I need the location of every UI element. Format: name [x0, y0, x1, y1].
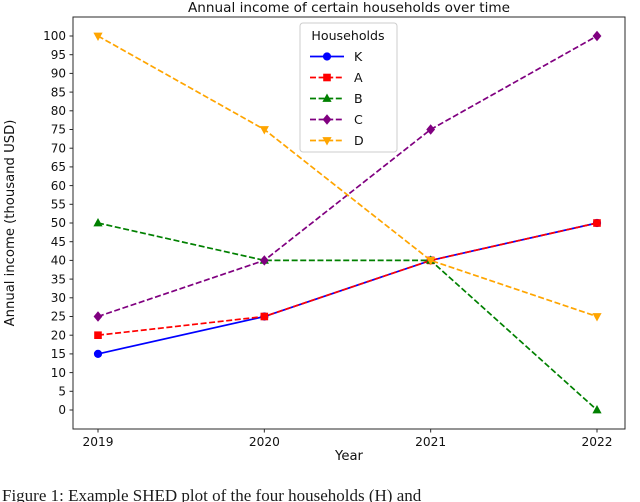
data-point-marker	[94, 331, 102, 339]
x-tick-label: 2022	[581, 435, 612, 449]
legend-samples	[310, 52, 344, 146]
data-point-marker	[592, 30, 602, 42]
series-layer	[93, 30, 602, 414]
y-tick-label: 0	[58, 403, 66, 417]
y-tick-label: 60	[51, 179, 66, 193]
data-point-marker	[322, 52, 332, 61]
figure-caption: Figure 1: Example SHED plot of the four …	[2, 486, 422, 502]
y-tick-label: 15	[51, 347, 66, 361]
series-B	[93, 218, 602, 414]
y-tick-label: 75	[51, 123, 66, 137]
data-point-marker	[323, 73, 331, 82]
y-tick-label: 95	[51, 48, 66, 62]
y-tick-label: 30	[51, 291, 66, 305]
chart-title: Annual income of certain households over…	[188, 0, 510, 16]
data-point-marker	[592, 405, 602, 414]
y-tick-label: 10	[51, 366, 66, 380]
data-point-marker	[592, 313, 602, 322]
data-point-marker	[93, 349, 103, 358]
legend-label-D: D	[354, 133, 364, 148]
y-tick-label: 65	[51, 160, 66, 174]
data-point-marker	[259, 255, 269, 266]
data-point-marker	[93, 32, 103, 41]
legend-label-B: B	[354, 91, 363, 106]
line-chart: Annual income of certain households over…	[3, 0, 626, 464]
data-point-marker	[322, 114, 332, 125]
legend-label-A: A	[354, 70, 363, 85]
data-point-marker	[426, 124, 436, 135]
figure: Annual income of certain households over…	[3, 0, 626, 464]
series-line	[97, 35, 598, 318]
data-point-marker	[260, 312, 269, 321]
legend-title: Households	[311, 28, 384, 43]
series-line	[97, 222, 598, 411]
y-tick-label: 20	[51, 328, 66, 342]
y-tick-label: 25	[51, 310, 66, 324]
data-point-marker	[93, 218, 103, 227]
x-axis-label: Year	[334, 449, 363, 464]
y-tick-label: 70	[51, 141, 66, 155]
y-tick-label: 45	[51, 235, 66, 249]
series-line	[97, 222, 598, 337]
plot-area: 0 5 10 15 20 25 30 35 40 45 50 55 60 65 70 75 80 85 90 95 10…	[43, 16, 626, 449]
y-tick-label: 90	[51, 67, 66, 81]
y-tick-label: 80	[51, 104, 66, 118]
y-tick-label: 40	[51, 254, 66, 268]
series-D	[93, 32, 602, 322]
y-tick-label: 50	[51, 216, 66, 230]
data-point-marker	[259, 126, 269, 135]
y-tick-label: 35	[51, 272, 66, 286]
series-A	[94, 219, 601, 339]
y-tick-label: 100	[43, 29, 66, 43]
data-point-marker	[322, 137, 332, 146]
y-tick-label: 55	[51, 198, 66, 212]
data-point-marker	[322, 93, 332, 102]
x-tick-label: 2019	[82, 435, 113, 449]
series-line	[97, 35, 598, 318]
y-axis-label: Annual income (thousand USD)	[3, 120, 18, 327]
legend-label-C: C	[354, 112, 363, 127]
y-tick-label: 5	[58, 385, 66, 399]
data-point-marker	[93, 311, 103, 322]
x-tick-label: 2021	[415, 435, 446, 449]
y-tick-label: 85	[51, 85, 66, 99]
legend: Households K A B C D	[299, 22, 398, 153]
x-tick-label: 2020	[249, 435, 280, 449]
data-point-marker	[593, 219, 601, 227]
series-C	[93, 30, 602, 322]
legend-label-K: K	[354, 49, 363, 64]
data-point-marker	[426, 257, 436, 266]
